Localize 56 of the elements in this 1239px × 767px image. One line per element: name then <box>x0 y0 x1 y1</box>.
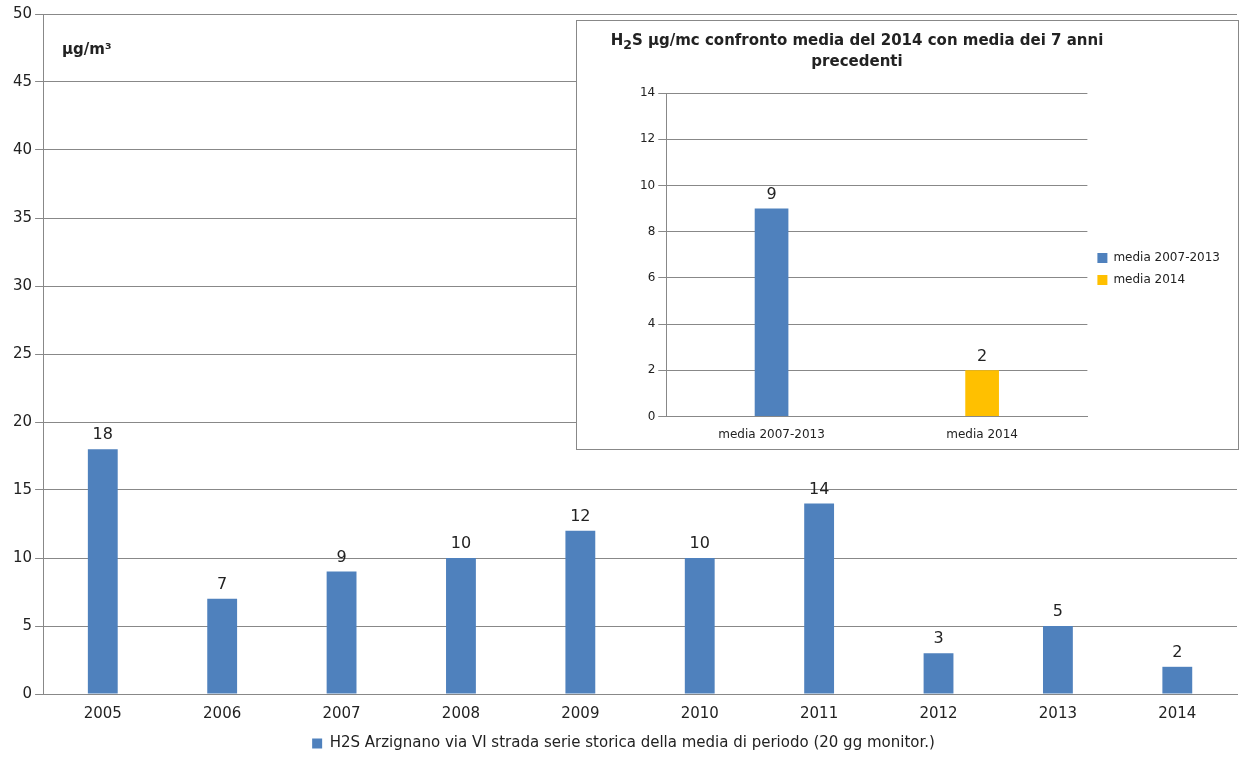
bar <box>1162 666 1193 694</box>
y-tick-label: 5 <box>22 615 33 634</box>
data-label: 10 <box>689 533 710 553</box>
x-tick-label: 2005 <box>83 703 122 722</box>
x-tick-label: 2011 <box>800 703 839 722</box>
bar <box>326 571 357 694</box>
legend-label: media 2014 <box>1113 272 1186 287</box>
x-tick-label: 2009 <box>561 703 600 722</box>
y-tick-label: 4 <box>647 316 656 331</box>
bar <box>207 598 238 694</box>
data-label: 3 <box>933 628 944 648</box>
data-label: 5 <box>1052 601 1064 621</box>
x-tick-label: 2012 <box>919 703 958 722</box>
x-tick-label: 2014 <box>1158 703 1197 722</box>
y-tick-label: 8 <box>647 223 656 238</box>
data-label: 14 <box>808 478 830 498</box>
y-tick-label: 6 <box>647 270 656 285</box>
y-tick-label: 15 <box>12 479 33 498</box>
y-tick-label: 20 <box>12 411 33 430</box>
data-label: 12 <box>570 505 591 525</box>
y-tick-label: 25 <box>12 343 33 362</box>
legend-label: H2S Arzignano via VI strada serie storica della media di periodo (20 gg monitor.) <box>329 733 935 752</box>
data-label: 9 <box>336 546 347 566</box>
y-tick-label: 30 <box>12 275 33 294</box>
bar <box>446 558 476 694</box>
x-tick-label: 2013 <box>1038 703 1078 722</box>
y-tick-label: 45 <box>12 71 33 90</box>
bar <box>565 530 596 694</box>
x-tick-label: 2006 <box>203 703 242 722</box>
y-tick-label: 10 <box>639 177 656 192</box>
y-tick-label: 50 <box>12 3 33 22</box>
y-tick-label: 0 <box>22 683 33 702</box>
bar <box>1042 626 1073 694</box>
y-tick-label: 12 <box>639 131 656 146</box>
y-tick-label: 14 <box>639 85 656 100</box>
chart-title: H$_{2}$S µg/mc confronto media del 2014 con media dei 7 anni precedenti <box>609 31 1105 70</box>
data-label: 2 <box>1172 641 1183 661</box>
data-label: 9 <box>766 183 777 203</box>
y-tick-label: 35 <box>12 207 33 226</box>
bar <box>923 653 954 694</box>
legend-label: media 2007-2013 <box>1113 250 1221 265</box>
bar <box>87 449 118 694</box>
data-label: 18 <box>92 424 113 444</box>
x-tick-label: 2007 <box>322 703 361 722</box>
data-label: 2 <box>977 345 988 365</box>
data-label: 7 <box>217 573 228 593</box>
y-tick-label: 2 <box>647 362 656 377</box>
bar <box>804 503 835 694</box>
x-tick-label: 2008 <box>441 703 481 722</box>
y-tick-label: 40 <box>12 139 33 158</box>
y-axis-title: µg/m³ <box>62 40 112 58</box>
bar <box>684 558 715 694</box>
x-tick-label: 2010 <box>680 703 719 722</box>
data-label: 10 <box>450 533 472 553</box>
y-tick-label: 0 <box>647 408 656 423</box>
y-tick-label: 10 <box>12 547 33 566</box>
